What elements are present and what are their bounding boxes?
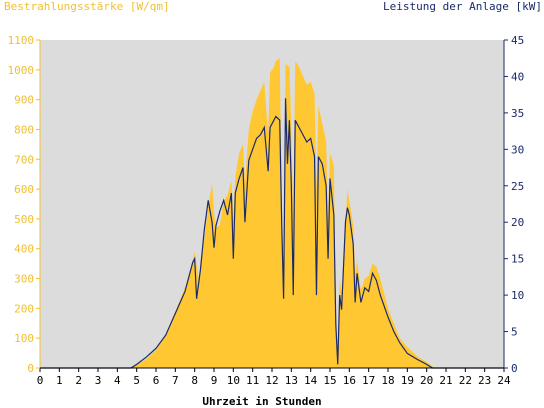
power-line — [40, 98, 504, 369]
x-tick-label: 15 — [323, 374, 336, 387]
left-tick-label: 100 — [14, 332, 34, 345]
x-tick-label: 19 — [401, 374, 414, 387]
x-tick-label: 12 — [265, 374, 278, 387]
x-tick-label: 4 — [114, 374, 121, 387]
x-tick-label: 8 — [191, 374, 198, 387]
left-tick-label: 400 — [14, 243, 34, 256]
x-tick-label: 6 — [153, 374, 160, 387]
left-axis-ticks: 0 100 200 300 400 500 600 700 800 900 1000 1100 — [8, 34, 40, 375]
irradiance-series — [40, 57, 504, 368]
irradiance-area — [40, 57, 504, 368]
x-axis-ticks: 0 1 2 3 4 5 6 7 8 9 10 11 12 13 14 15 16 17 18 19 20 21 22 23 24 — [37, 368, 511, 387]
x-tick-label: 2 — [75, 374, 82, 387]
right-tick-label: 45 — [511, 34, 524, 47]
left-tick-label: 900 — [14, 94, 34, 107]
right-tick-label: 0 — [511, 362, 518, 375]
right-tick-label: 5 — [511, 326, 518, 339]
left-tick-label: 1000 — [8, 64, 35, 77]
right-tick-label: 10 — [511, 289, 524, 302]
right-tick-label: 25 — [511, 180, 524, 193]
x-tick-label: 24 — [497, 374, 511, 387]
left-axis-title: Bestrahlungsstärke [W/qm] — [4, 0, 170, 13]
x-tick-label: 16 — [343, 374, 356, 387]
power-series — [40, 98, 504, 369]
left-tick-label: 1100 — [8, 34, 35, 47]
right-tick-label: 20 — [511, 216, 524, 229]
x-tick-label: 14 — [304, 374, 318, 387]
x-tick-label: 23 — [478, 374, 491, 387]
x-tick-label: 9 — [211, 374, 218, 387]
left-tick-label: 200 — [14, 302, 34, 315]
x-tick-label: 10 — [227, 374, 240, 387]
x-tick-label: 3 — [95, 374, 102, 387]
x-tick-label: 20 — [420, 374, 433, 387]
x-tick-label: 17 — [362, 374, 375, 387]
left-tick-label: 600 — [14, 183, 34, 196]
left-tick-label: 500 — [14, 213, 34, 226]
x-tick-label: 18 — [381, 374, 394, 387]
right-axis-title: Leistung der Anlage [kW] — [383, 0, 542, 13]
right-tick-label: 40 — [511, 70, 524, 83]
left-tick-label: 800 — [14, 123, 34, 136]
left-tick-label: 0 — [27, 362, 34, 375]
left-tick-label: 700 — [14, 153, 34, 166]
x-tick-label: 21 — [439, 374, 452, 387]
right-tick-label: 15 — [511, 253, 524, 266]
x-tick-label: 1 — [56, 374, 63, 387]
right-axis-ticks: 0 5 10 15 20 25 30 35 40 45 — [504, 34, 524, 375]
right-tick-label: 30 — [511, 143, 524, 156]
x-tick-label: 22 — [459, 374, 472, 387]
x-tick-label: 0 — [37, 374, 44, 387]
x-tick-label: 5 — [133, 374, 140, 387]
x-tick-label: 13 — [285, 374, 298, 387]
right-tick-label: 35 — [511, 107, 524, 120]
left-tick-label: 300 — [14, 273, 34, 286]
x-tick-label: 11 — [246, 374, 259, 387]
x-axis-title: Uhrzeit in Stunden — [202, 395, 321, 408]
x-tick-label: 7 — [172, 374, 179, 387]
